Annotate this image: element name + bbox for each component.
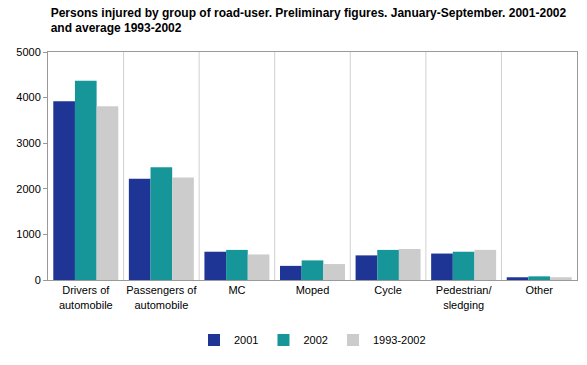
svg-text:Pedestrian/sledging: Pedestrian/sledging	[436, 284, 493, 310]
svg-text:2001: 2001	[234, 334, 258, 346]
svg-text:1000: 1000	[16, 228, 40, 240]
svg-text:5000: 5000	[16, 46, 40, 58]
svg-text:Passengers ofautomobile: Passengers ofautomobile	[126, 284, 197, 310]
svg-text:Other: Other	[525, 284, 553, 296]
svg-text:Drivers ofautomobile: Drivers ofautomobile	[59, 284, 113, 310]
svg-text:4000: 4000	[16, 91, 40, 103]
svg-text:Persons injured by group of ro: Persons injured by group of road-user. P…	[51, 6, 567, 36]
svg-text:3000: 3000	[16, 137, 40, 149]
svg-text:MC: MC	[228, 284, 245, 296]
svg-text:0: 0	[35, 274, 41, 286]
svg-text:Moped: Moped	[296, 284, 330, 296]
svg-text:2002: 2002	[303, 334, 327, 346]
svg-text:2000: 2000	[16, 183, 40, 195]
svg-text:Cycle: Cycle	[374, 284, 402, 296]
svg-text:1993-2002: 1993-2002	[373, 334, 426, 346]
